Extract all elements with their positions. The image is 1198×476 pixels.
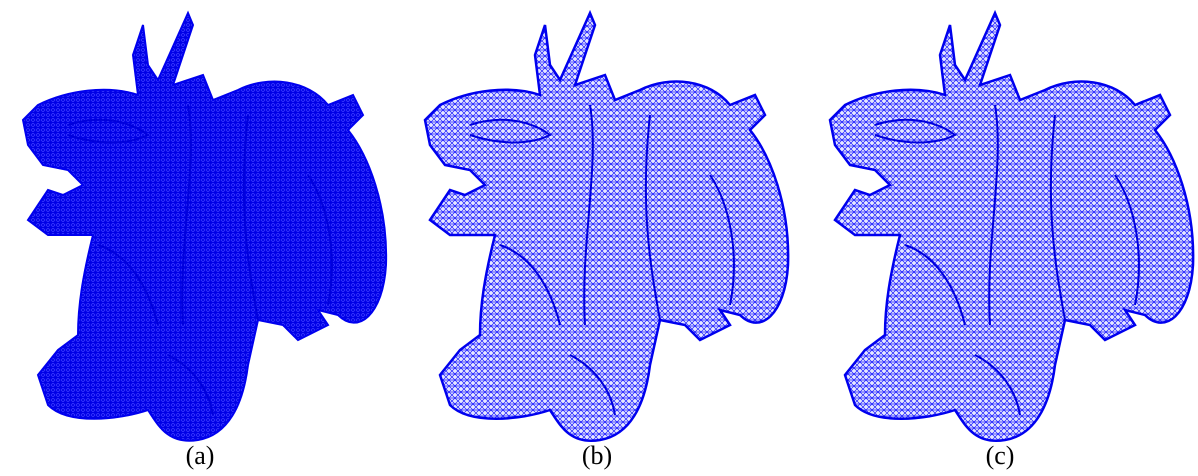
point-cloud-c	[830, 13, 1193, 441]
point-cloud-b	[425, 13, 788, 441]
page: (a) (b) (c) (() => { const data = JSON.p…	[0, 0, 1198, 476]
panel-label: (a)	[186, 441, 215, 470]
figure: (a) (b) (c)	[0, 0, 1198, 476]
point-cloud-a	[23, 13, 386, 441]
panel-label: (b)	[582, 441, 612, 470]
panel-label: (c)	[986, 441, 1015, 470]
